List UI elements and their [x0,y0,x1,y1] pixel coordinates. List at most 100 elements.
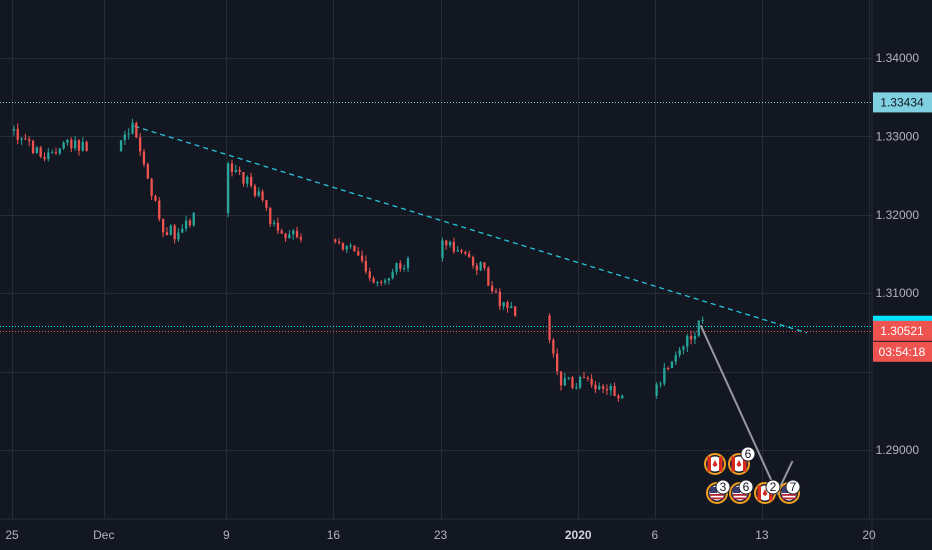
trendline-dashed[interactable] [134,125,808,334]
candle-down[interactable] [506,302,509,309]
candle-up[interactable] [510,306,513,309]
candle-down[interactable] [154,196,157,201]
candle-down[interactable] [556,353,559,372]
candle-down[interactable] [464,251,467,254]
candle-up[interactable] [598,386,601,390]
candle-down[interactable] [399,263,402,269]
candle-up[interactable] [682,346,685,350]
candle-up[interactable] [621,395,624,399]
candle-down[interactable] [158,200,161,220]
candle-up[interactable] [674,355,677,362]
candle-up[interactable] [686,336,689,347]
candle-up[interactable] [349,245,352,247]
price-axis[interactable]: 1.34000 1.33000 1.32000 1.31000 1.29000 1.334… [873,51,932,457]
candle-down[interactable] [54,152,58,154]
candle-down[interactable] [494,291,498,293]
candle-down[interactable] [253,185,257,196]
candle-down[interactable] [24,138,27,140]
candle-up[interactable] [12,128,16,131]
candle-up[interactable] [663,368,666,384]
candle-down[interactable] [353,245,356,252]
candle-down[interactable] [559,371,563,386]
candle-down[interactable] [605,388,609,391]
candle-down[interactable] [491,285,494,292]
candle-up[interactable] [119,140,123,151]
candle-down[interactable] [445,240,448,246]
candle-up[interactable] [47,152,50,160]
candle-down[interactable] [242,172,245,184]
candle-up[interactable] [169,225,172,235]
candle-down[interactable] [85,141,88,151]
candle-down[interactable] [372,278,375,283]
candle-up[interactable] [20,138,23,140]
candle-down[interactable] [590,378,593,385]
candle-down[interactable] [368,271,371,279]
candle-up[interactable] [670,361,674,368]
candle-up[interactable] [192,212,195,226]
candle-down[interactable] [468,253,471,258]
candle-down[interactable] [602,386,605,389]
candle-down[interactable] [552,340,555,354]
candle-down[interactable] [150,178,153,196]
candle-up[interactable] [697,320,700,336]
event-count-badge[interactable]: 6 [738,479,754,495]
candle-down[interactable] [586,378,589,379]
candle-down[interactable] [341,242,345,250]
candle-down[interactable] [360,255,364,261]
candle-up[interactable] [66,139,69,143]
candle-down[interactable] [487,267,490,286]
candle-down[interactable] [16,128,19,140]
candle-up[interactable] [479,262,482,271]
candle-down[interactable] [280,230,283,234]
candle-down[interactable] [483,262,486,268]
candle-up[interactable] [403,268,406,270]
economic-events[interactable]: 6 3 6 2 7 [704,446,801,504]
candle-down[interactable] [31,140,35,153]
candle-down[interactable] [613,386,616,396]
candle-up[interactable] [288,234,291,239]
candle-down[interactable] [299,237,302,240]
event-count-badge[interactable]: 7 [785,479,801,495]
candle-down[interactable] [295,230,299,238]
candle-down[interactable] [548,315,551,340]
candle-up[interactable] [51,152,54,154]
candle-down[interactable] [135,122,138,138]
candle-up[interactable] [181,228,184,233]
candle-down[interactable] [338,241,341,243]
candle-down[interactable] [498,291,501,307]
candle-down[interactable] [571,377,574,388]
candle-down[interactable] [452,241,455,252]
candle-up[interactable] [292,230,295,235]
event-badge[interactable]: 6 [728,446,756,475]
candle-up[interactable] [575,387,578,389]
candle-down[interactable] [250,176,253,186]
candle-up[interactable] [345,246,348,250]
candle-up[interactable] [227,163,230,213]
candle-up[interactable] [177,232,180,240]
time-axis[interactable]: 25 Dec 9 16 23 2020 6 13 20 [5,528,876,542]
candle-down[interactable] [357,251,360,256]
price-level-label[interactable]: 1.33434 [873,92,932,113]
candle-down[interactable] [77,140,81,151]
candle-up[interactable] [81,141,84,151]
event-badge[interactable] [704,453,726,475]
candle-down[interactable] [475,265,478,271]
candle-up[interactable] [62,142,65,149]
candle-up[interactable] [693,335,697,340]
candle-up[interactable] [448,241,452,246]
candle-down[interactable] [617,395,620,399]
candle-up[interactable] [406,258,410,269]
candle-down[interactable] [43,156,46,160]
candle-up[interactable] [246,176,249,184]
candle-down[interactable] [238,169,241,172]
candle-down[interactable] [667,368,670,369]
candle-up[interactable] [123,134,126,141]
candle-up[interactable] [441,240,444,259]
price-level-label[interactable]: 1.30521 [873,320,932,341]
candle-down[interactable] [514,306,517,316]
candle-down[interactable] [265,200,268,208]
candle-up[interactable] [659,383,662,385]
candlesticks[interactable] [0,118,704,402]
